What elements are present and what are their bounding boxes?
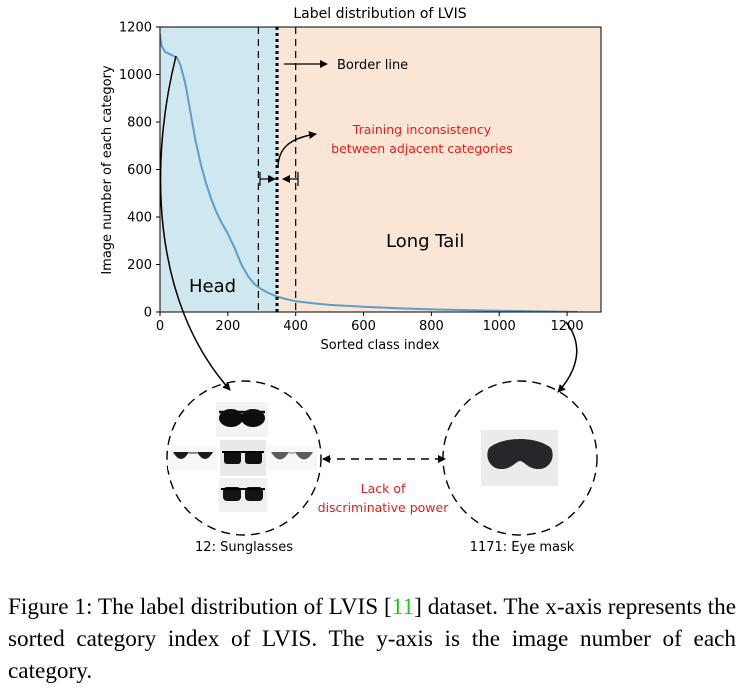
- y-axis: 0 200 400 600 800 1000 1200: [119, 21, 160, 321]
- x-tick-label: 1200: [551, 319, 584, 334]
- head-label: Head: [189, 276, 236, 297]
- sunglasses-label: 12: Sunglasses: [195, 540, 293, 555]
- sunglasses-image-top: [216, 402, 268, 437]
- y-tick-label: 800: [127, 116, 152, 131]
- sunglasses-image-right: [267, 446, 317, 470]
- sunglasses-circle: [166, 380, 322, 536]
- tail-label: Long Tail: [386, 231, 464, 252]
- caption-reference[interactable]: 11: [391, 594, 415, 620]
- head-example-arrow: [159, 55, 231, 391]
- x-tick-label: 1000: [483, 319, 516, 334]
- chart-title: Label distribution of LVIS: [293, 6, 466, 22]
- figure-1: Label distribution of LVIS 0 200 400 600 800…: [100, 6, 602, 555]
- y-axis-label: Image number of each category: [100, 65, 115, 275]
- y-tick-label: 400: [127, 211, 152, 226]
- lack-label-2: discriminative power: [318, 500, 450, 515]
- head-region: [160, 27, 278, 312]
- lack-label-1: Lack of: [361, 481, 406, 496]
- sunglasses-image-bottom: [219, 478, 267, 512]
- y-tick-label: 200: [127, 258, 152, 273]
- border-line-label: Border line: [337, 58, 408, 73]
- sunglasses-image-left: [168, 446, 218, 470]
- eyemask-label: 1171: Eye mask: [470, 540, 575, 555]
- x-axis-label: Sorted class index: [321, 338, 440, 353]
- distribution-line: [160, 33, 578, 312]
- caption-lead: Figure 1: The label distribution of LVIS…: [8, 594, 392, 620]
- x-tick-label: 600: [351, 319, 376, 334]
- caption-rest: ] dataset. The x-axis represents the sor…: [8, 594, 736, 684]
- y-tick-label: 1200: [119, 21, 152, 36]
- y-tick-label: 0: [144, 306, 152, 321]
- x-tick-label: 200: [215, 319, 240, 334]
- x-tick-label: 400: [283, 319, 308, 334]
- y-tick-label: 1000: [119, 68, 152, 83]
- inconsistency-label-1: Training inconsistency: [352, 122, 492, 137]
- sunglasses-image-center: [220, 440, 266, 476]
- tail-region: [277, 27, 601, 312]
- tail-example-arrow: [557, 321, 578, 393]
- x-axis: 0 200 400 600 800 1000 1200: [156, 312, 584, 334]
- figure-caption: Figure 1: The label distribution of LVIS…: [8, 591, 736, 687]
- inconsistency-label-2: between adjacent categories: [331, 141, 513, 156]
- inconsistency-arrow: [277, 131, 317, 169]
- x-tick-label: 800: [419, 319, 444, 334]
- x-tick-label: 0: [156, 319, 164, 334]
- y-tick-label: 600: [127, 163, 152, 178]
- eyemask-image: [481, 430, 558, 486]
